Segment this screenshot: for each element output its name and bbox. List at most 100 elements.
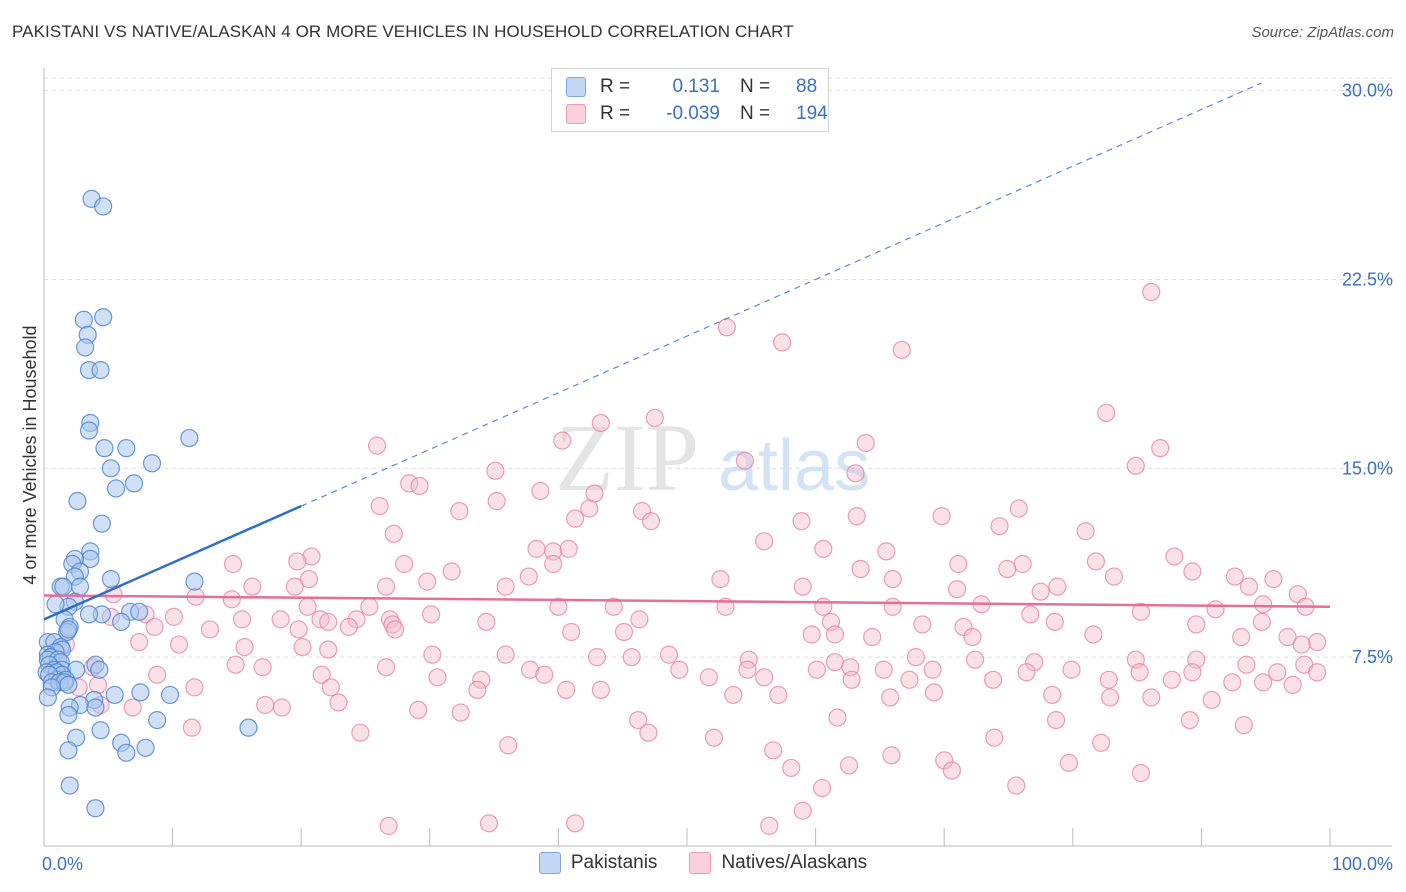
data-point-natives-alaskans: [256, 695, 275, 715]
data-point-natives-alaskans: [235, 637, 254, 657]
data-point-natives-alaskans: [1283, 675, 1302, 694]
data-point-pakistanis: [101, 459, 120, 478]
data-point-natives-alaskans: [949, 554, 968, 574]
data-point-pakistanis: [92, 514, 111, 533]
data-point-natives-alaskans: [450, 502, 469, 521]
data-point-natives-alaskans: [812, 778, 832, 798]
data-point-natives-alaskans: [88, 675, 108, 694]
data-point-natives-alaskans: [604, 597, 623, 616]
trend-line-pakistanis-extrapolated: [300, 82, 1262, 507]
data-point-pakistanis: [180, 428, 199, 448]
legend-r-label: R =: [600, 103, 631, 124]
legend-swatch-pink: [566, 104, 586, 124]
data-point-pakistanis: [59, 705, 78, 725]
data-point-natives-alaskans: [1254, 673, 1273, 692]
data-point-natives-alaskans: [1059, 753, 1079, 773]
data-point-natives-alaskans: [1062, 660, 1081, 679]
data-point-natives-alaskans: [472, 670, 491, 689]
data-point-pakistanis: [59, 741, 78, 760]
data-point-pakistanis: [59, 620, 78, 639]
data-point-natives-alaskans: [825, 653, 844, 672]
data-point-natives-alaskans: [360, 597, 379, 616]
data-point-natives-alaskans: [1264, 569, 1283, 589]
data-point-natives-alaskans: [232, 610, 252, 629]
data-point-natives-alaskans: [566, 814, 585, 833]
data-point-natives-alaskans: [383, 615, 402, 634]
data-point-natives-alaskans: [527, 539, 546, 558]
data-point-natives-alaskans: [1183, 562, 1202, 581]
data-point-natives-alaskans: [900, 670, 919, 689]
data-point-pakistanis: [130, 602, 149, 621]
data-point-natives-alaskans: [814, 597, 833, 616]
y-tick-label: 22.5%: [1342, 269, 1393, 289]
data-point-natives-alaskans: [289, 620, 308, 639]
data-point-pakistanis: [91, 360, 110, 380]
data-point-pakistanis: [86, 698, 105, 717]
data-point-natives-alaskans: [793, 577, 812, 596]
data-point-natives-alaskans: [1046, 710, 1066, 730]
data-point-natives-alaskans: [629, 710, 648, 730]
data-point-natives-alaskans: [802, 625, 821, 644]
legend-r-value: 0.131: [672, 76, 720, 97]
data-point-natives-alaskans: [892, 340, 911, 360]
data-point-natives-alaskans: [1017, 663, 1036, 682]
legend-n-label: N =: [740, 103, 771, 124]
data-point-natives-alaskans: [998, 559, 1017, 579]
data-point-natives-alaskans: [1232, 627, 1251, 647]
data-point-natives-alaskans: [954, 617, 973, 637]
data-point-natives-alaskans: [394, 554, 414, 574]
data-point-natives-alaskans: [1131, 763, 1151, 783]
data-point-pakistanis: [117, 439, 136, 458]
data-point-natives-alaskans: [769, 685, 788, 705]
y-tick-label: 15.0%: [1342, 458, 1393, 478]
data-point-natives-alaskans: [935, 751, 954, 770]
data-point-natives-alaskans: [200, 620, 219, 639]
data-point-pakistanis: [160, 685, 180, 705]
data-point-natives-alaskans: [1142, 282, 1161, 302]
data-point-natives-alaskans: [376, 577, 396, 596]
data-point-natives-alaskans: [370, 496, 389, 516]
data-point-natives-alaskans: [882, 746, 901, 765]
data-point-natives-alaskans: [423, 645, 442, 664]
data-point-natives-alaskans: [863, 627, 882, 647]
data-point-natives-alaskans: [1151, 439, 1170, 458]
legend-label-natives-alaskans: Natives/Alaskans: [721, 852, 868, 873]
data-point-natives-alaskans: [553, 431, 572, 450]
data-point-natives-alaskans: [544, 542, 563, 561]
data-point-natives-alaskans: [385, 620, 405, 639]
data-point-natives-alaskans: [321, 678, 340, 697]
data-point-natives-alaskans: [1239, 577, 1259, 596]
data-point-pakistanis: [38, 688, 57, 707]
legend-n-label: N =: [740, 76, 771, 97]
data-point-natives-alaskans: [1162, 670, 1181, 689]
data-point-natives-alaskans: [773, 333, 792, 352]
data-point-pakistanis: [68, 491, 87, 511]
data-point-natives-alaskans: [793, 801, 812, 820]
data-point-natives-alaskans: [932, 507, 951, 526]
data-point-natives-alaskans: [699, 668, 718, 687]
data-point-natives-alaskans: [913, 615, 932, 634]
data-point-natives-alaskans: [1097, 403, 1116, 422]
data-point-natives-alaskans: [1268, 663, 1287, 682]
data-point-natives-alaskans: [1043, 685, 1062, 705]
data-point-natives-alaskans: [792, 512, 811, 531]
data-point-natives-alaskans: [298, 597, 317, 616]
data-point-pakistanis: [142, 454, 162, 473]
data-point-natives-alaskans: [272, 698, 292, 717]
data-point-natives-alaskans: [185, 678, 204, 697]
data-point-natives-alaskans: [549, 597, 568, 616]
data-point-natives-alaskans: [302, 547, 321, 566]
data-point-natives-alaskans: [1076, 522, 1095, 541]
data-point-natives-alaskans: [724, 685, 743, 705]
trend-line-pakistanis: [43, 504, 302, 621]
legend-n-value: 88: [796, 76, 818, 97]
data-point-natives-alaskans: [486, 461, 505, 480]
data-point-natives-alaskans: [764, 741, 783, 760]
data-point-natives-alaskans: [418, 572, 437, 591]
data-point-natives-alaskans: [351, 723, 370, 742]
data-point-natives-alaskans: [164, 607, 183, 626]
data-point-natives-alaskans: [1202, 690, 1221, 710]
data-point-pakistanis: [185, 572, 204, 591]
data-point-natives-alaskans: [985, 728, 1004, 747]
